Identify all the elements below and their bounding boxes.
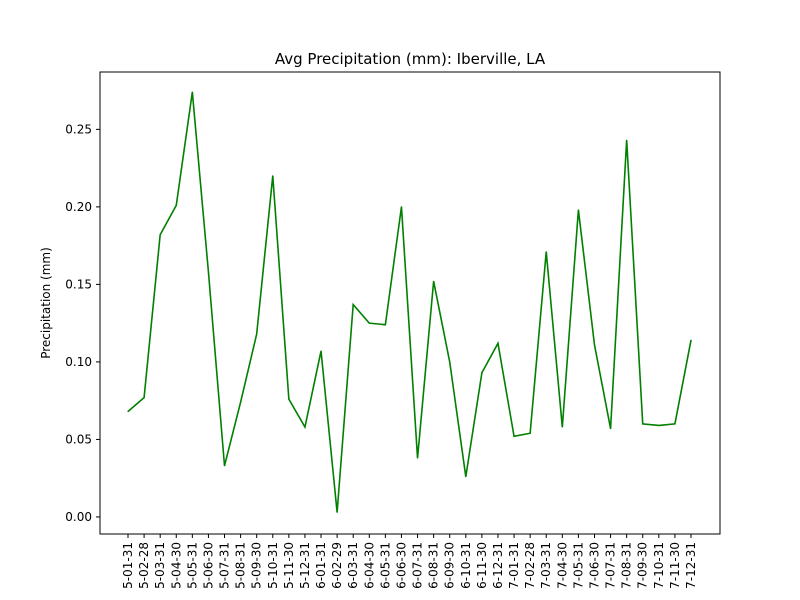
data-point <box>577 209 580 211</box>
y-tick-label: 0.25 <box>65 122 92 136</box>
x-tick-label: 7-03-31 <box>539 542 553 589</box>
data-point <box>658 424 660 427</box>
data-point <box>690 339 692 341</box>
y-tick-label: 0.10 <box>65 355 92 369</box>
x-tick-label: 5-12-31 <box>298 542 312 589</box>
data-point <box>288 398 290 400</box>
data-point <box>642 423 644 425</box>
data-point <box>400 206 403 208</box>
x-tick-label: 5-11-30 <box>282 542 296 589</box>
data-point <box>272 175 274 177</box>
series-line <box>127 92 692 513</box>
x-tick-label: 6-08-31 <box>427 542 441 589</box>
y-tick-label: 0.05 <box>65 432 92 446</box>
x-tick-label: 6-01-31 <box>314 542 328 589</box>
data-point <box>497 342 499 344</box>
data-point <box>240 401 242 403</box>
x-tick-label: 5-06-30 <box>201 542 215 589</box>
x-tick-label: 6-07-31 <box>411 542 425 589</box>
x-tick-label: 6-10-31 <box>459 542 473 589</box>
x-tick-label: 7-05-31 <box>571 542 585 589</box>
data-point <box>352 303 354 306</box>
x-tick-label: 5-09-30 <box>250 542 264 589</box>
y-tick-label: 0.20 <box>65 200 92 214</box>
data-point <box>416 457 419 459</box>
data-point <box>256 333 258 335</box>
x-tick-label: 6-05-31 <box>378 542 392 589</box>
data-point <box>465 476 467 478</box>
data-point <box>368 322 370 324</box>
x-tick-label: 5-08-31 <box>234 542 248 589</box>
data-point <box>513 435 515 437</box>
data-point <box>529 432 531 434</box>
x-tick-label: 7-01-31 <box>507 542 521 589</box>
x-tick-label: 6-11-30 <box>475 542 489 589</box>
chart-title: Avg Precipitation (mm): Iberville, LA <box>275 50 546 68</box>
y-axis-label: Precipitation (mm) <box>39 247 53 359</box>
x-tick-label: 7-09-30 <box>636 542 650 589</box>
x-tick-label: 5-02-28 <box>137 542 151 589</box>
x-tick-label: 6-03-31 <box>346 542 360 589</box>
data-point <box>207 271 210 273</box>
plot-area <box>127 91 692 513</box>
data-point <box>127 410 129 413</box>
plot-frame <box>99 71 721 535</box>
x-tick-label: 7-04-30 <box>555 542 569 589</box>
data-point <box>159 234 161 236</box>
x-tick-label: 7-02-28 <box>523 542 537 589</box>
x-tick-label: 5-05-31 <box>185 542 199 589</box>
data-point <box>433 280 435 282</box>
x-tick-label: 7-06-30 <box>587 542 601 589</box>
data-point <box>561 426 563 428</box>
x-tick-label: 5-07-31 <box>218 542 232 589</box>
x-tick-label: 7-10-31 <box>652 542 666 589</box>
data-point <box>223 465 226 467</box>
data-point <box>143 396 145 399</box>
x-tick-label: 7-12-31 <box>684 542 698 589</box>
x-tick-label: 5-10-31 <box>266 542 280 589</box>
data-point <box>593 344 596 346</box>
x-tick-label: 5-04-30 <box>169 542 183 589</box>
x-tick-label: 6-04-30 <box>362 542 376 589</box>
x-axis: 5-01-31 5-02-28 5-03-31 5-04-30 5-05-31 5-06-… <box>121 534 698 589</box>
y-axis: 0.00 0.05 0.10 0.15 0.20 0.25 <box>65 122 100 524</box>
data-point <box>481 372 483 374</box>
data-point <box>304 426 306 428</box>
x-tick-label: 6-02-29 <box>330 542 344 589</box>
y-tick-label: 0.15 <box>65 277 92 291</box>
x-tick-label: 5-03-31 <box>153 542 167 589</box>
y-tick-label: 0.00 <box>65 510 92 524</box>
x-tick-label: 7-07-31 <box>604 542 618 589</box>
x-tick-label: 6-06-30 <box>394 542 408 589</box>
data-point <box>626 139 628 141</box>
data-point <box>320 350 322 352</box>
x-tick-label: 6-12-31 <box>491 542 505 589</box>
x-tick-label: 5-01-31 <box>121 542 135 589</box>
data-point <box>609 427 612 430</box>
data-point <box>674 423 676 425</box>
x-tick-label: 7-08-31 <box>620 542 634 589</box>
x-tick-label: 7-11-30 <box>668 542 682 589</box>
data-point <box>336 511 338 513</box>
data-point <box>449 361 451 363</box>
x-tick-label: 6-09-30 <box>443 542 457 589</box>
data-point <box>191 91 193 93</box>
data-point <box>175 204 177 206</box>
data-point <box>545 251 547 253</box>
data-point <box>384 324 386 326</box>
